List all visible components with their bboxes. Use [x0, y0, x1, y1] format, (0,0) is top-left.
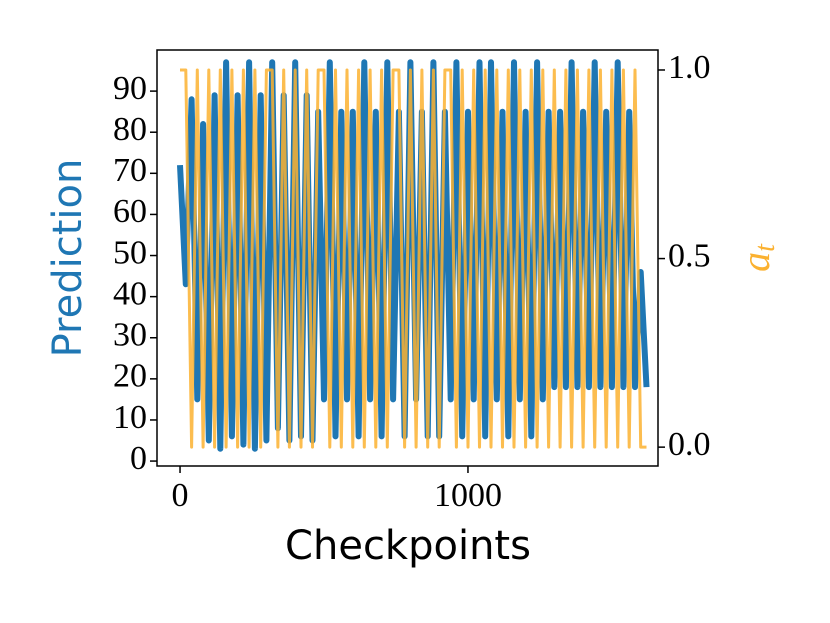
- series-line: [180, 68, 647, 449]
- x-axis-label: Checkpoints: [285, 523, 531, 569]
- y-tick-label: 20: [113, 358, 147, 395]
- y-tick-label: 0: [130, 440, 147, 477]
- y-tick-label: 60: [113, 193, 147, 230]
- y2-tick-label: 0.5: [668, 237, 711, 274]
- y-tick-label: 70: [113, 152, 147, 189]
- y2-label-base: a: [733, 252, 778, 272]
- x-tick-label: 0: [172, 477, 189, 514]
- y-axis-label: Prediction: [45, 159, 91, 358]
- y2-label-sub: t: [750, 243, 781, 252]
- y-tick-label: 10: [113, 399, 147, 436]
- y2-axis-label: at: [733, 243, 781, 272]
- y-tick-label: 40: [113, 275, 147, 312]
- y2-tick-label: 1.0: [668, 49, 711, 86]
- y-tick-label: 50: [113, 234, 147, 271]
- y2-tick-label: 0.0: [668, 426, 711, 463]
- y-tick-label: 90: [113, 70, 147, 107]
- y-tick-label: 30: [113, 317, 147, 354]
- y-tick-label: 80: [113, 111, 147, 148]
- x-tick-label: 1000: [434, 477, 502, 514]
